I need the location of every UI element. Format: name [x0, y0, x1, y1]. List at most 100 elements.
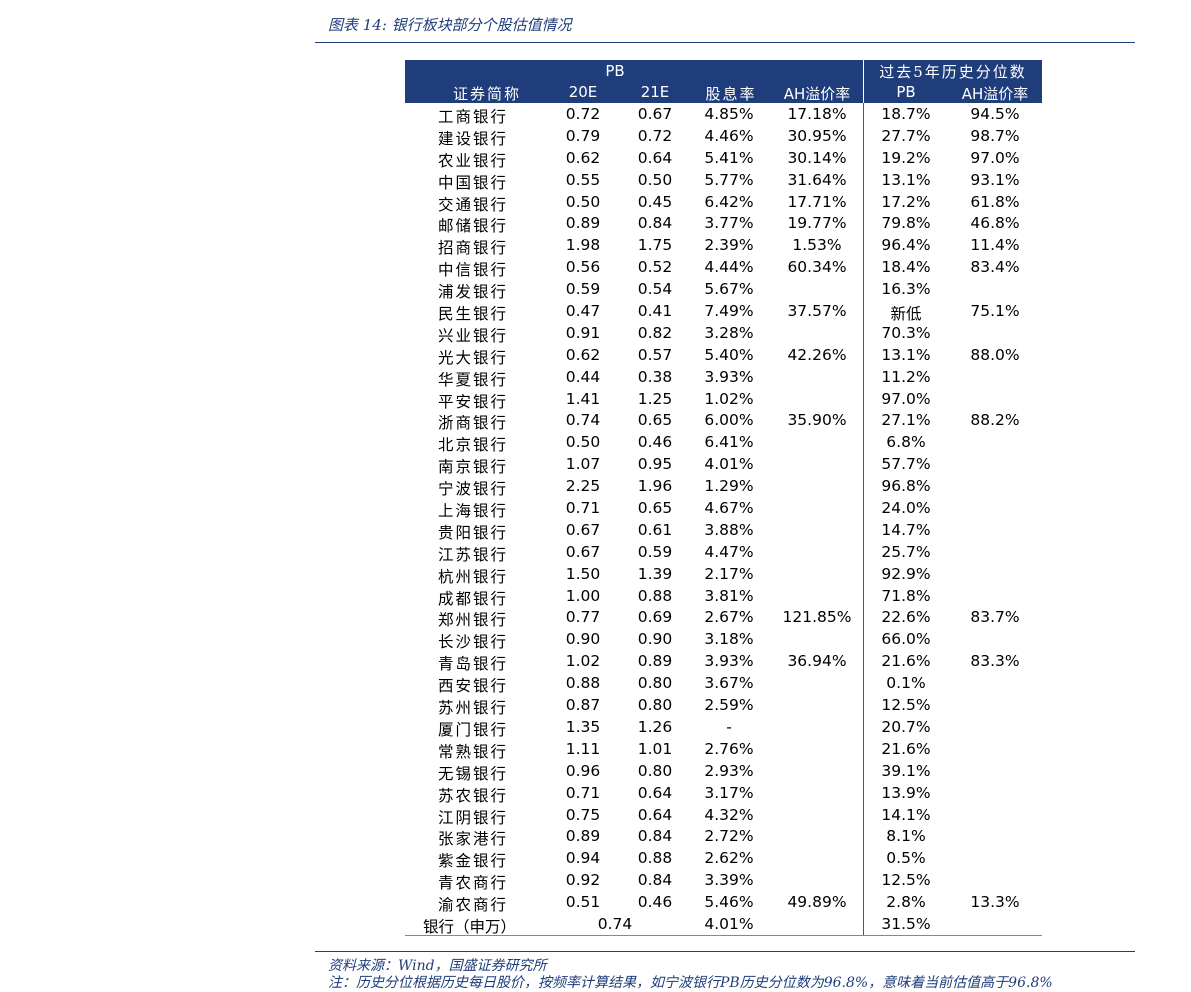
cell-pb-20e: 0.77 [565, 608, 601, 627]
cell-pb-20e: 0.67 [565, 542, 601, 561]
table-header: PB 过去5年历史分位数 证券简称 20E 21E 股息率 AH溢价率 PB A… [405, 60, 1042, 103]
cell-history-ah: 83.7% [970, 608, 1020, 627]
cell-pb-21e: 0.88 [637, 849, 673, 868]
cell-history-pb: 27.7% [881, 126, 931, 145]
cell-ah-premium: 121.85% [782, 608, 852, 627]
cell-history-pb: 13.1% [881, 170, 931, 189]
table-row: 张家港行 0.89 0.84 2.72% 8.1% [405, 825, 1042, 849]
cell-security-name: 浦发银行 [438, 283, 509, 302]
cell-pb-21e: 1.75 [637, 236, 673, 255]
cell-history-pb: 0.1% [886, 674, 926, 693]
cell-security-name: 江阴银行 [438, 808, 509, 827]
cell-pb-20e: 1.98 [565, 236, 601, 255]
cell-security-name: 西安银行 [438, 677, 509, 696]
cell-ah-premium: 36.94% [787, 652, 847, 671]
cell-dividend: 2.62% [704, 849, 754, 868]
cell-pb-20e: 0.79 [565, 126, 601, 145]
cell-history-pb: 24.0% [881, 499, 931, 518]
cell-pb-20e: 0.92 [565, 871, 601, 890]
cell-dividend: 5.40% [704, 345, 754, 364]
header-history-pb: PB [896, 83, 916, 101]
cell-history-pb: 39.1% [881, 761, 931, 780]
cell-dividend: 3.28% [704, 323, 754, 342]
cell-dividend: 4.44% [704, 258, 754, 277]
table-row: 平安银行 1.41 1.25 1.02% 97.0% [405, 388, 1042, 411]
cell-pb-21e: 1.39 [637, 564, 673, 583]
cell-history-pb: 13.1% [881, 345, 931, 364]
table-row: 成都银行 1.00 0.88 3.81% 71.8% [405, 585, 1042, 608]
table-row: 民生银行 0.47 0.41 7.49% 37.57% 新低 75.1% [405, 300, 1042, 323]
cell-security-name: 浙商银行 [438, 414, 509, 433]
cell-security-name: 华夏银行 [438, 370, 509, 389]
cell-history-ah: 88.0% [970, 345, 1020, 364]
cell-pb-21e: 0.59 [637, 542, 673, 561]
total-dividend: 4.01% [704, 914, 754, 933]
cell-pb-21e: 0.65 [637, 499, 673, 518]
cell-history-pb: 97.0% [881, 389, 931, 408]
table-row: 长沙银行 0.90 0.90 3.18% 66.0% [405, 628, 1042, 652]
cell-security-name: 中国银行 [438, 173, 509, 192]
cell-ah-premium: 49.89% [787, 893, 847, 912]
cell-history-ah: 83.4% [970, 258, 1020, 277]
body-divider [863, 103, 864, 936]
table-row: 邮储银行 0.89 0.84 3.77% 19.77% 79.8% 46.8% [405, 212, 1042, 235]
cell-dividend: - [726, 717, 732, 736]
cell-dividend: 4.32% [704, 805, 754, 824]
cell-pb-21e: 0.80 [637, 761, 673, 780]
cell-dividend: 1.02% [704, 389, 754, 408]
cell-ah-premium: 17.71% [787, 192, 847, 211]
cell-ah-premium: 30.14% [787, 148, 847, 167]
table-row: 中信银行 0.56 0.52 4.44% 60.34% 18.4% 83.4% [405, 256, 1042, 280]
cell-pb-21e: 0.67 [637, 105, 673, 123]
cell-pb-21e: 0.64 [637, 805, 673, 824]
cell-pb-21e: 1.26 [637, 717, 673, 736]
cell-history-ah: 46.8% [970, 214, 1020, 233]
cell-security-name: 光大银行 [438, 348, 509, 367]
cell-dividend: 3.81% [704, 586, 754, 605]
cell-security-name: 张家港行 [438, 830, 509, 849]
cell-dividend: 4.46% [704, 126, 754, 145]
table-row: 工商银行 0.72 0.67 4.85% 17.18% 18.7% 94.5% [405, 103, 1042, 126]
cell-pb-21e: 0.50 [637, 170, 673, 189]
cell-dividend: 5.41% [704, 148, 754, 167]
cell-pb-21e: 0.89 [637, 652, 673, 671]
cell-security-name: 农业银行 [438, 151, 509, 170]
cell-ah-premium: 1.53% [792, 236, 842, 255]
table-row: 青农商行 0.92 0.84 3.39% 12.5% [405, 869, 1042, 892]
cell-security-name: 长沙银行 [438, 633, 509, 652]
cell-pb-21e: 0.46 [637, 433, 673, 452]
cell-history-pb: 57.7% [881, 455, 931, 474]
table-row: 江苏银行 0.67 0.59 4.47% 25.7% [405, 541, 1042, 564]
cell-history-pb: 12.5% [881, 871, 931, 890]
cell-security-name: 苏州银行 [438, 699, 509, 718]
cell-dividend: 1.29% [704, 477, 754, 496]
cell-history-pb: 11.2% [881, 367, 931, 386]
cell-dividend: 3.93% [704, 367, 754, 386]
cell-pb-21e: 0.45 [637, 192, 673, 211]
cell-dividend: 5.67% [704, 280, 754, 299]
cell-history-pb: 96.8% [881, 477, 931, 496]
cell-pb-20e: 0.71 [565, 499, 601, 518]
cell-ah-premium: 17.18% [787, 105, 847, 123]
cell-pb-20e: 0.89 [565, 827, 601, 846]
header-divider [863, 60, 864, 103]
valuation-table: PB 过去5年历史分位数 证券简称 20E 21E 股息率 AH溢价率 PB A… [405, 60, 1042, 937]
cell-ah-premium: 30.95% [787, 126, 847, 145]
cell-history-pb: 21.6% [881, 652, 931, 671]
cell-security-name: 中信银行 [438, 261, 509, 280]
cell-pb-20e: 0.56 [565, 258, 601, 277]
cell-security-name: 上海银行 [438, 502, 509, 521]
cell-pb-20e: 0.62 [565, 148, 601, 167]
cell-pb-20e: 1.50 [565, 564, 601, 583]
cell-pb-21e: 0.80 [637, 696, 673, 715]
table-row: 江阴银行 0.75 0.64 4.32% 14.1% [405, 804, 1042, 827]
cell-pb-20e: 1.07 [565, 455, 601, 474]
cell-pb-20e: 0.71 [565, 783, 601, 802]
cell-pb-20e: 0.44 [565, 367, 601, 386]
cell-dividend: 2.76% [704, 739, 754, 758]
table-row: 西安银行 0.88 0.80 3.67% 0.1% [405, 672, 1042, 696]
table-row: 南京银行 1.07 0.95 4.01% 57.7% [405, 453, 1042, 476]
cell-dividend: 3.39% [704, 871, 754, 890]
table-row: 农业银行 0.62 0.64 5.41% 30.14% 19.2% 97.0% [405, 147, 1042, 170]
table-row: 招商银行 1.98 1.75 2.39% 1.53% 96.4% 11.4% [405, 234, 1042, 257]
